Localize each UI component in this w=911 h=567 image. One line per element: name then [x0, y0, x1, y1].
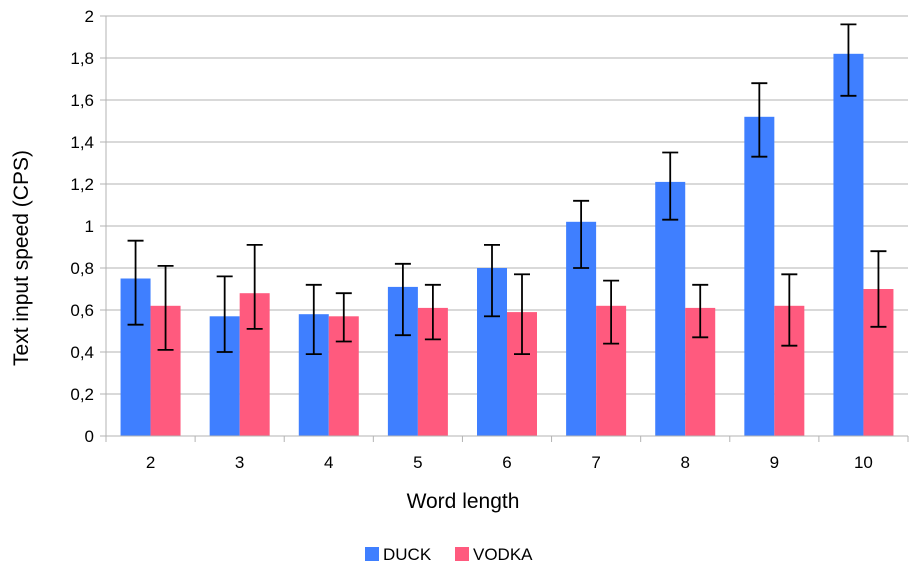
y-tick-label: 0	[85, 427, 94, 446]
y-tick-label: 0,2	[70, 385, 94, 404]
y-tick-label: 1,6	[70, 91, 94, 110]
x-tick-label: 10	[854, 453, 873, 472]
bars	[120, 53, 894, 437]
x-tick-label: 4	[324, 453, 333, 472]
y-tick-label: 1,2	[70, 175, 94, 194]
bar-duck-9	[744, 116, 775, 437]
y-tick-label: 0,4	[70, 343, 94, 362]
x-tick-label: 7	[591, 453, 600, 472]
y-tick-label: 2	[85, 7, 94, 26]
x-tick-label: 3	[235, 453, 244, 472]
axes	[100, 15, 909, 442]
bar-duck-8	[655, 181, 686, 436]
x-tick-labels: 2 3 4 5 6 7 8 9 10	[146, 453, 873, 472]
x-tick-label: 2	[146, 453, 155, 472]
legend-swatch-duck	[365, 547, 379, 561]
error-bars	[127, 23, 887, 356]
legend-label-duck: DUCK	[383, 545, 432, 564]
x-tick-label: 9	[770, 453, 779, 472]
y-tick-label: 0,8	[70, 259, 94, 278]
y-axis-title: Text input speed (CPS)	[10, 150, 33, 366]
x-tick-label: 6	[502, 453, 511, 472]
y-tick-label: 1	[85, 217, 94, 236]
x-tick-label: 5	[413, 453, 422, 472]
y-tick-label: 1,4	[70, 133, 94, 152]
y-tick-label: 0,6	[70, 301, 94, 320]
y-tick-label: 1,8	[70, 49, 94, 68]
bar-duck-10	[833, 53, 864, 437]
legend-swatch-vodka	[455, 547, 469, 561]
x-axis-title: Word length	[407, 490, 520, 513]
legend: DUCK VODKA	[365, 545, 533, 564]
legend-label-vodka: VODKA	[473, 545, 533, 564]
y-tick-labels: 0 0,2 0,4 0,6 0,8 1 1,2 1,4 1,6 1,8 2	[70, 7, 94, 446]
x-tick-label: 8	[680, 453, 689, 472]
